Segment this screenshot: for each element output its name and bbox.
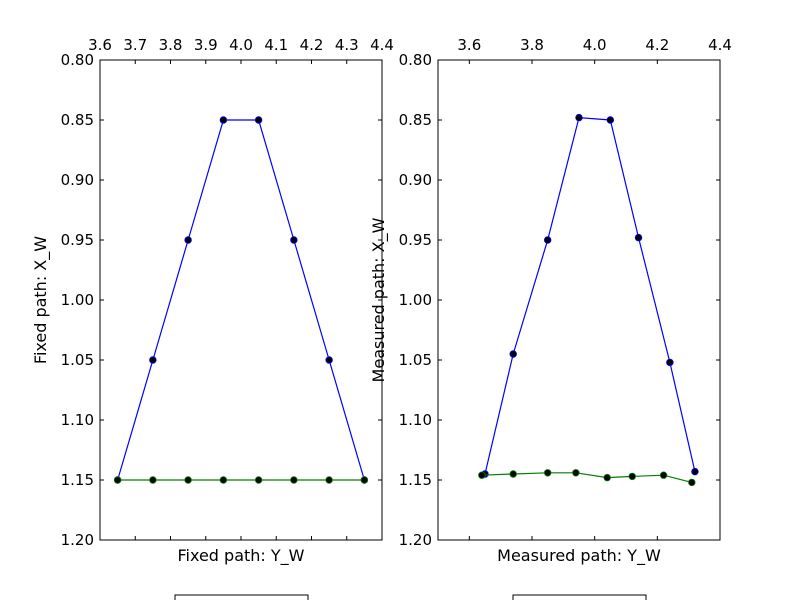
x-axis-label: Fixed path: Y_W <box>178 546 305 566</box>
data-point <box>659 471 668 479</box>
x-tick-label: 4.4 <box>708 36 732 54</box>
y-tick-label: 1.15 <box>399 471 432 489</box>
x-tick-label: 4.2 <box>645 36 669 54</box>
data-point <box>254 116 263 124</box>
data-point <box>325 356 333 364</box>
y-tick-label: 0.80 <box>61 51 94 69</box>
data-point <box>572 469 580 477</box>
y-tick-label: 0.80 <box>399 51 432 69</box>
y-tick-label: 0.90 <box>399 171 432 189</box>
x-tick-label: 4.3 <box>335 36 359 54</box>
y-tick-label: 0.85 <box>399 111 432 129</box>
y-tick-label: 1.10 <box>399 411 432 429</box>
data-point <box>184 236 192 244</box>
y-tick-label: 1.15 <box>61 471 94 489</box>
x-tick-label: 4.2 <box>300 36 324 54</box>
data-point <box>254 476 263 484</box>
series-line-1 <box>117 119 365 481</box>
x-tick-label: 3.6 <box>88 36 112 54</box>
y-tick-label: 0.95 <box>399 231 432 249</box>
data-point <box>606 116 615 124</box>
x-tick-label: 3.6 <box>457 36 481 54</box>
y-tick-label: 1.00 <box>399 291 432 309</box>
data-point <box>509 470 517 478</box>
y-axis-label: Fixed path: X_W <box>31 236 51 364</box>
y-tick-label: 1.10 <box>61 411 94 429</box>
data-point <box>509 350 517 358</box>
y-tick-label: 1.20 <box>61 531 94 549</box>
y-tick-label: 1.05 <box>61 351 94 369</box>
chart-panel-1: 3.6 3.7 3.8 3.9 4.0 4.1 4.2 4.3 4.4 0.80 0.85 0.90 0… <box>31 36 394 600</box>
data-point <box>688 478 696 487</box>
y-tick-label: 0.85 <box>61 111 94 129</box>
data-point <box>628 472 636 481</box>
y-axis-label: Measured path: X_W <box>369 217 389 382</box>
data-point <box>219 116 228 124</box>
data-point <box>691 467 699 476</box>
y-tick-label: 1.05 <box>399 351 432 369</box>
chart-panel-2: 3.6 3.8 4.0 4.2 4.4 0.80 0.85 0.90 0.95 1.00 1.05 1… <box>369 36 732 600</box>
data-point <box>666 358 674 367</box>
data-point <box>184 476 192 484</box>
data-point <box>219 476 228 484</box>
series-line-1 <box>484 116 696 475</box>
data-point <box>149 476 157 484</box>
x-axis-label: Measured path: Y_W <box>497 546 661 566</box>
data-point <box>113 476 122 484</box>
x-tick-label: 4.1 <box>264 36 288 54</box>
y-tick-label: 0.95 <box>61 231 94 249</box>
y-tick-label: 0.90 <box>61 171 94 189</box>
data-point <box>290 476 298 484</box>
plot-area <box>437 59 721 541</box>
x-tick-label: 3.7 <box>123 36 147 54</box>
legend-box <box>512 594 647 600</box>
y-tick-label: 1.20 <box>399 531 432 549</box>
x-tick-label: 4.0 <box>583 36 607 54</box>
x-tick-label: 3.9 <box>194 36 218 54</box>
data-point <box>360 476 369 484</box>
data-point <box>543 469 552 477</box>
data-point <box>478 471 486 479</box>
x-tick-label: 3.8 <box>159 36 183 54</box>
data-point <box>634 233 643 242</box>
legend-box <box>174 594 309 600</box>
data-point <box>149 356 157 364</box>
data-point <box>575 113 583 122</box>
y-tick-label: 1.00 <box>61 291 94 309</box>
x-tick-label: 4.4 <box>370 36 394 54</box>
data-point <box>325 476 333 484</box>
plot-area <box>99 59 383 541</box>
series-line-2 <box>481 472 692 483</box>
data-point <box>543 236 552 244</box>
data-point <box>290 236 298 244</box>
x-tick-label: 4.0 <box>229 36 253 54</box>
data-point <box>603 473 611 482</box>
x-tick-label: 3.8 <box>520 36 544 54</box>
